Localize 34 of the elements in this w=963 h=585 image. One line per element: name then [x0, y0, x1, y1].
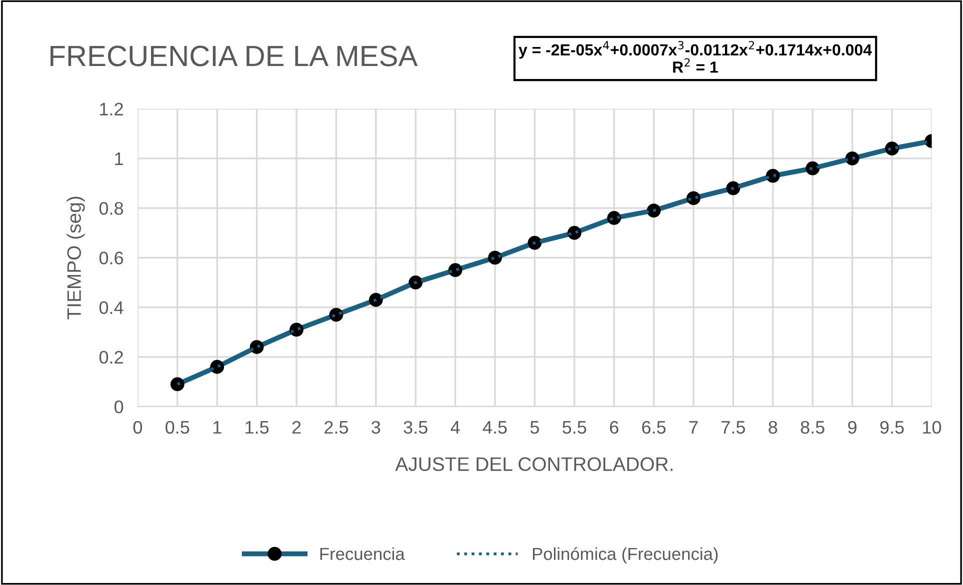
y-tick-label: 0	[114, 400, 124, 414]
x-tick-label: 7	[689, 421, 698, 434]
y-tick-label: 0.4	[99, 301, 124, 314]
x-tick-label: 2	[292, 420, 301, 434]
y-tick-label: 0.2	[99, 350, 123, 364]
x-tick-label: 7.5	[722, 421, 745, 434]
x-axis-title: AJUSTE DEL CONTROLADOR.	[395, 457, 672, 472]
x-tick-label: 6	[610, 420, 618, 434]
x-tick-label: 1.5	[246, 421, 269, 434]
x-tick-label: 8.5	[800, 420, 824, 434]
y-tick-label: 0.8	[99, 202, 124, 215]
x-tick-label: 2.5	[324, 420, 348, 434]
x-tick-label: 3.5	[404, 420, 428, 434]
y-tick-label: 1	[115, 152, 123, 165]
chart-title: FRECUENCIA DE LA MESA	[50, 46, 418, 66]
legend-label: Frecuencia	[320, 547, 405, 560]
x-tick-label: 4	[450, 421, 460, 434]
x-tick-label: 3	[372, 420, 380, 434]
x-tick-label: 0	[133, 420, 142, 434]
x-tick-label: 10	[923, 420, 942, 434]
x-tick-label: 6.5	[642, 420, 666, 434]
x-tick-label: 0.5	[166, 420, 190, 434]
x-tick-label: 8	[768, 420, 778, 434]
text: y = -2E-05x$^{4}$+0.0007x$^{3}$-0.0112x$^{2}$+0.1714x+0.004 R$^{2}$ = 1	[518, 40, 872, 73]
y-tick-label: 1.2	[100, 102, 123, 116]
y-tick-label: 0.6	[99, 252, 124, 264]
x-tick-label: 4.5	[482, 421, 507, 434]
x-tick-label: 9	[848, 420, 856, 434]
legend-label: Polinómica (Frecuencia)	[532, 547, 718, 564]
y-axis-title: TIEMPO (seg)	[66, 196, 85, 320]
x-tick-label: 5	[530, 421, 539, 434]
x-tick-label: 9.5	[880, 420, 904, 434]
x-tick-label: 5.5	[562, 421, 586, 434]
x-tick-label: 1	[213, 421, 222, 434]
